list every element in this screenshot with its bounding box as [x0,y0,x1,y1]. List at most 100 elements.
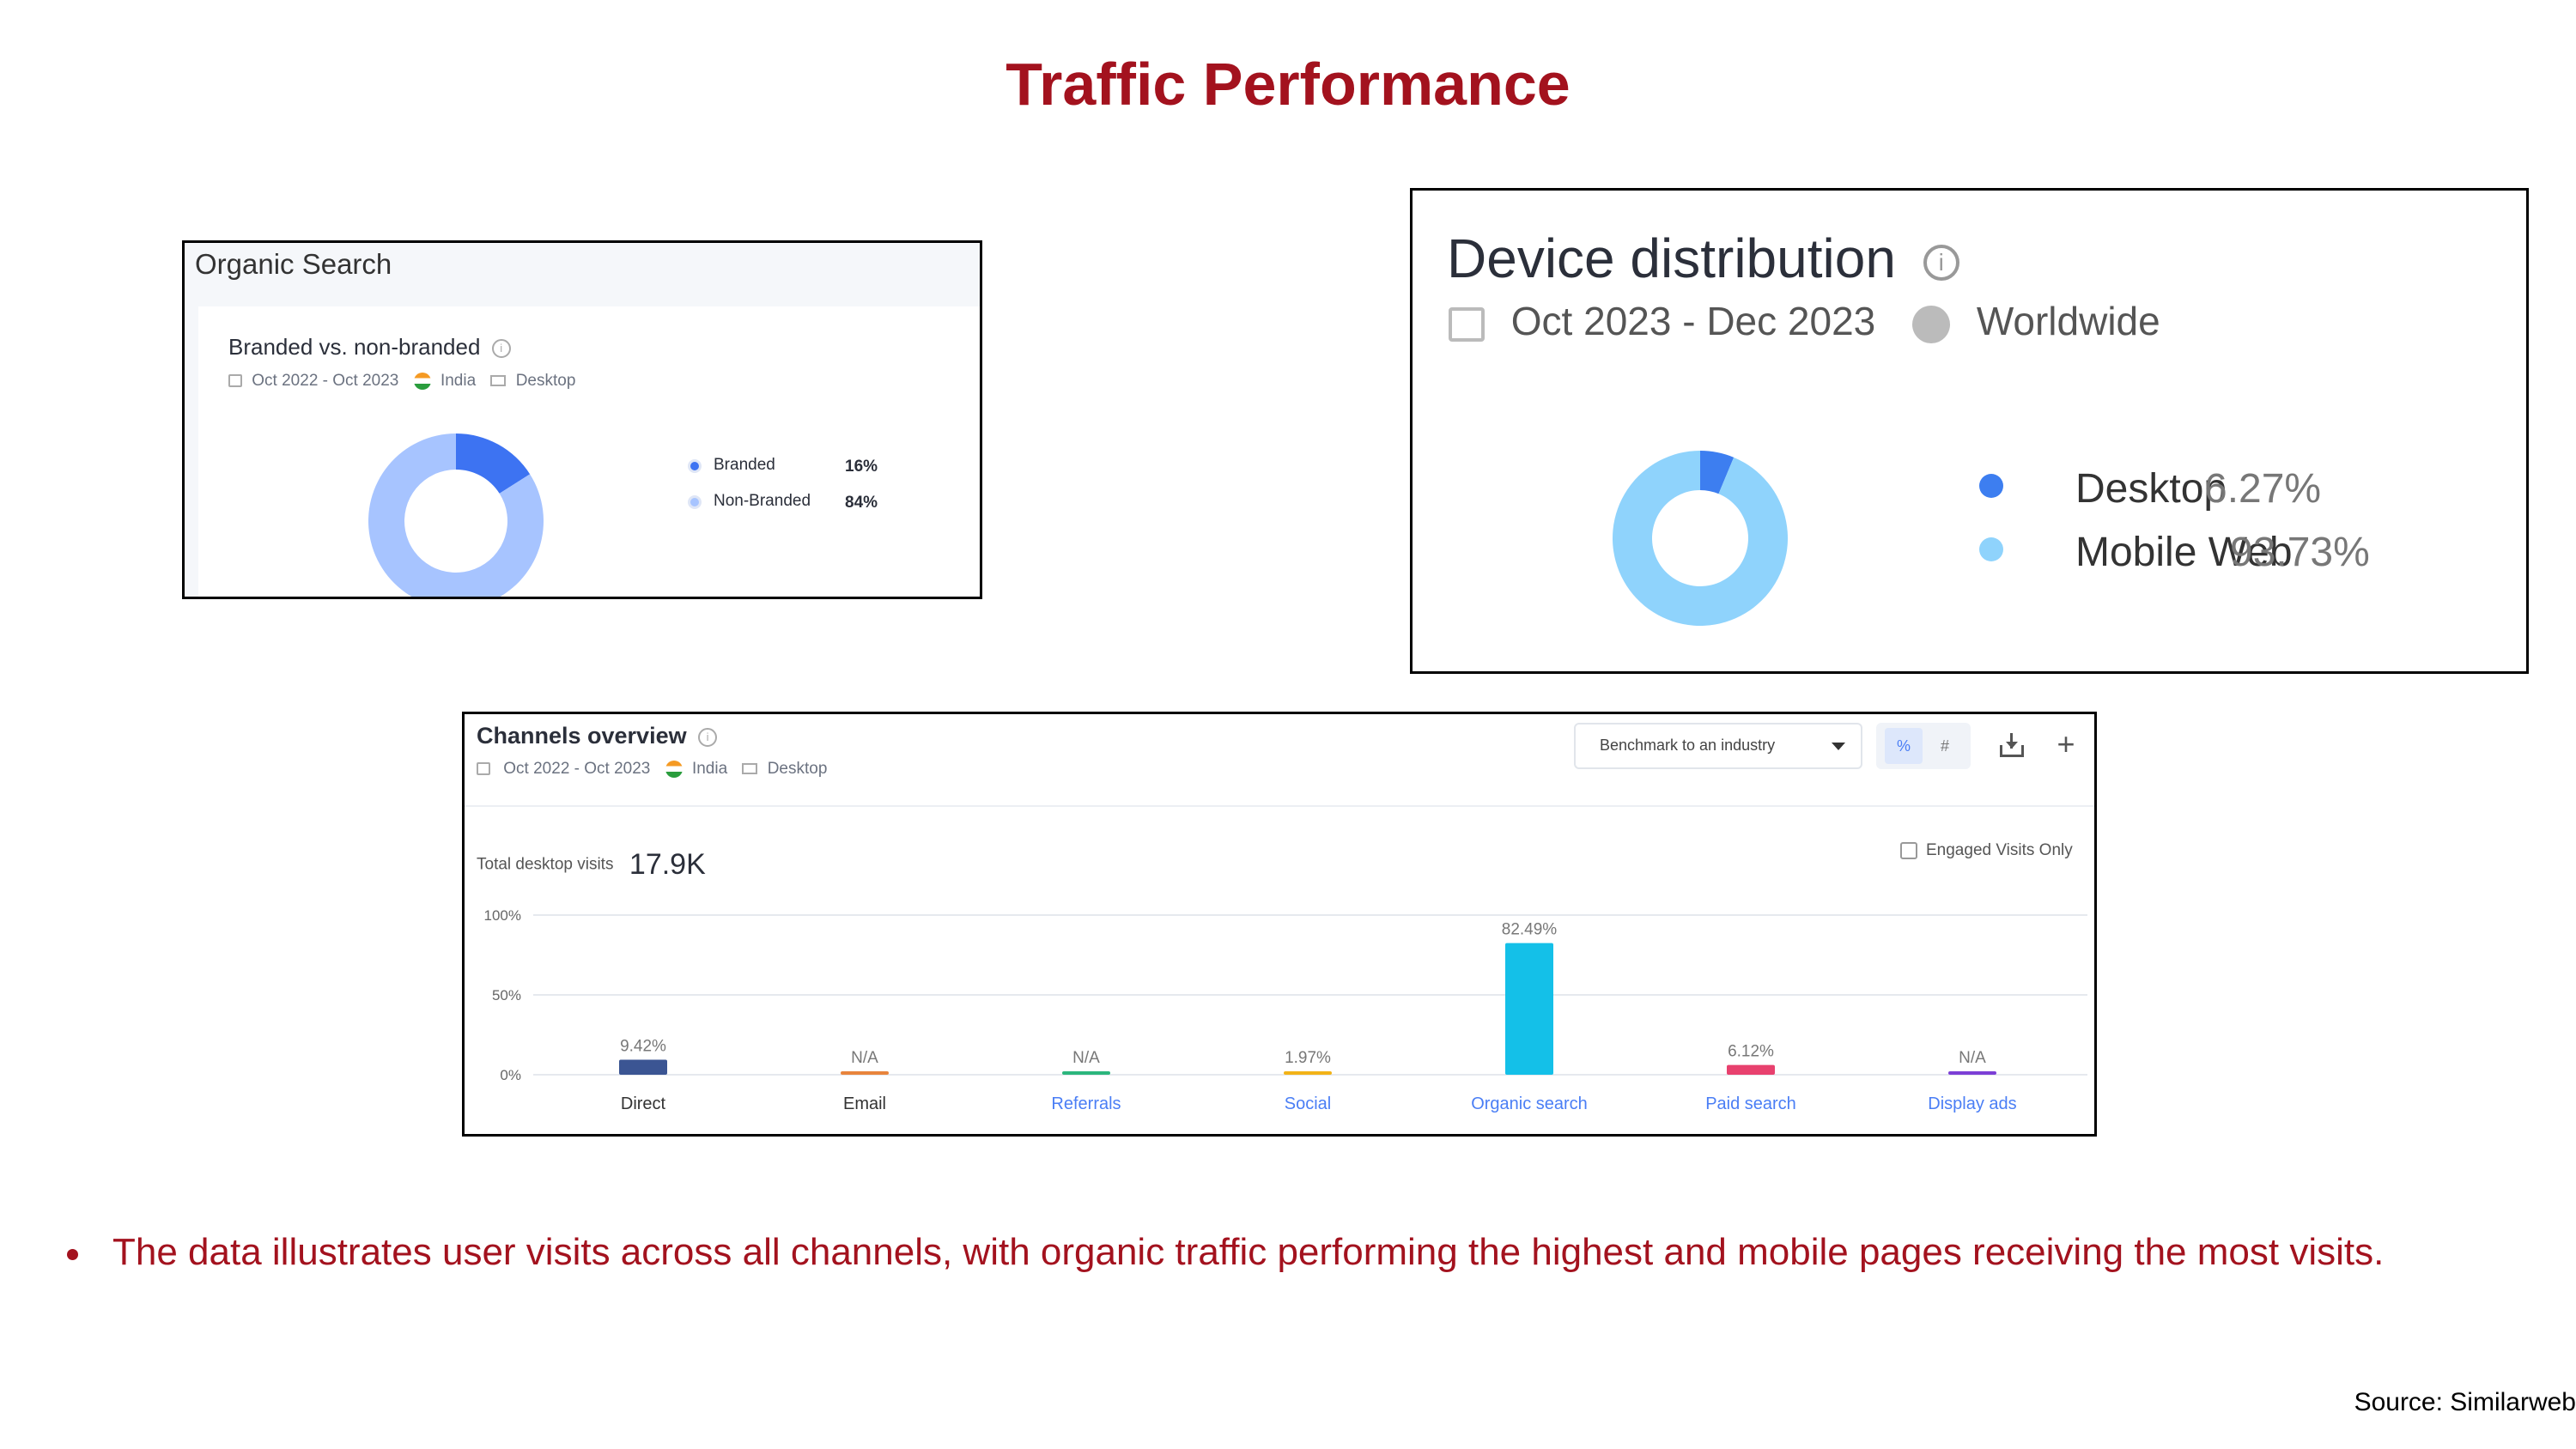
organic-search-header: Organic Search [195,248,392,280]
legend-value: 93.73% [2230,530,2370,575]
legend-dot [688,495,702,509]
channels-title: Channels overview i [477,723,718,749]
legend-dot [688,459,702,473]
y-tick-label: 0% [500,1067,521,1083]
benchmark-label: Benchmark to an industry [1600,737,1776,754]
bar-paid-search[interactable] [1727,1064,1775,1075]
device-distribution-panel: Device distribution i Oct 2023 - Dec 202… [1410,188,2529,674]
download-icon[interactable] [2000,733,2024,757]
calendar-icon [477,762,490,776]
summary-bullet: The data illustrates user visits across … [67,1231,2384,1274]
x-category-label[interactable]: Social [1285,1094,1331,1113]
channels-date: Oct 2022 - Oct 2023 [503,760,651,778]
device-date: Oct 2023 - Dec 2023 [1510,299,1876,343]
page-title: Traffic Performance [1005,51,1571,118]
legend-dot [1979,474,2003,498]
legend-value: 16% [845,458,878,476]
donut-slice-desktop [1700,451,1735,494]
bar-email[interactable] [841,1071,889,1075]
benchmark-dropdown[interactable]: Benchmark to an industry [1574,723,1862,769]
india-flag-icon [665,760,683,778]
chevron-down-icon [1832,743,1845,750]
bar-organic-search[interactable] [1505,943,1553,1075]
number-toggle-button[interactable]: # [1940,737,1949,755]
bullet-icon [67,1248,78,1260]
summary-text: The data illustrates user visits across … [112,1231,2385,1273]
x-category-label[interactable]: Display ads [1928,1094,2016,1113]
india-flag-icon [413,372,431,390]
bar-value-label: 1.97% [1285,1049,1331,1067]
channels-overview-panel: Channels overview i Oct 2022 - Oct 2023 … [462,712,2097,1137]
x-category-label[interactable]: Paid search [1705,1094,1796,1113]
donut-slice-mobile-web [1613,451,1788,626]
x-category-label[interactable]: Email [843,1094,886,1113]
device-title: Device distribution i [1447,227,1959,290]
channels-country: India [691,760,728,778]
legend-dot [1979,537,2003,561]
legend-item: Desktop 6.27% [1979,465,2526,529]
globe-icon [1912,305,1951,343]
desktop-icon [742,763,758,775]
x-category-label[interactable]: Direct [621,1094,666,1113]
device-donut [1613,451,1788,626]
legend-label: Branded [714,456,775,474]
organic-search-panel: Organic Search Branded vs. non-branded i… [182,240,982,599]
bar-social[interactable] [1284,1071,1332,1075]
legend-label: Desktop [2075,466,2227,512]
branded-title: Branded vs. non-branded i [228,334,511,361]
channels-bar-chart: 100% 50% 0% 9.42% Direct N/A Email N/A Referrals… [484,907,2087,1113]
x-category-label[interactable]: Organic search [1471,1094,1588,1113]
y-tick-label: 100% [484,907,521,924]
y-tick-label: 50% [492,987,521,1003]
branded-donut [368,433,544,597]
calendar-icon [228,374,242,388]
donut-slice-non-branded [368,433,544,597]
info-icon[interactable]: i [1923,245,1959,282]
branded-device: Desktop [515,372,576,390]
source-note: Source: Similarweb [2354,1388,2576,1416]
channels-title-text: Channels overview [477,723,687,749]
checkbox-icon[interactable] [1900,841,1917,859]
legend-item: Branded 16% [688,456,945,492]
branded-title-text: Branded vs. non-branded [228,334,481,360]
engaged-visits-label: Engaged Visits Only [1926,841,2073,859]
branded-country: India [440,372,477,390]
branded-legend: Branded 16% Non-Branded 84% [688,456,945,528]
bar-value-label: N/A [1072,1049,1100,1067]
info-icon[interactable]: i [491,339,511,359]
calendar-icon [1449,306,1485,342]
total-visits-value: 17.9K [629,848,706,881]
total-visits: Total desktop visits 17.9K [477,848,706,882]
channels-device: Desktop [767,760,828,778]
bar-direct[interactable] [619,1059,667,1075]
legend-item: Non-Branded 84% [688,492,945,528]
divider [465,805,2094,807]
bar-value-label: 82.49% [1502,921,1558,939]
bar-value-label: N/A [1959,1049,1986,1067]
legend-label: Non-Branded [714,492,811,510]
branded-date: Oct 2022 - Oct 2023 [252,372,399,390]
engaged-visits-checkbox[interactable]: Engaged Visits Only [1900,841,2073,860]
bar-value-label: N/A [851,1049,878,1067]
bar-display-ads[interactable] [1948,1071,1996,1075]
device-meta: Oct 2023 - Dec 2023 Worldwide [1449,298,2160,344]
device-title-text: Device distribution [1447,227,1896,289]
branded-card: Branded vs. non-branded i Oct 2022 - Oct… [198,306,980,597]
bar-referrals[interactable] [1062,1071,1110,1075]
legend-value: 6.27% [2204,466,2322,512]
legend-value: 84% [845,494,878,512]
total-visits-label: Total desktop visits [477,855,614,874]
info-icon[interactable]: i [698,727,718,747]
x-category-label[interactable]: Referrals [1051,1094,1121,1113]
donut-slice-branded [456,433,531,494]
branded-meta: Oct 2022 - Oct 2023 India Desktop [228,372,575,391]
channels-meta: Oct 2022 - Oct 2023 India Desktop [477,760,827,779]
legend-label: Mobile Web [2075,530,2293,575]
add-icon[interactable]: + [2057,726,2075,761]
device-legend: Desktop 6.27% Mobile Web 93.73% [1979,465,2526,592]
bar-value-label: 9.42% [620,1037,666,1055]
device-region: Worldwide [1976,299,2160,343]
bar-value-label: 6.12% [1728,1043,1774,1061]
percent-number-toggle: % # [1876,723,1971,769]
percent-toggle-button[interactable]: % [1885,728,1923,764]
